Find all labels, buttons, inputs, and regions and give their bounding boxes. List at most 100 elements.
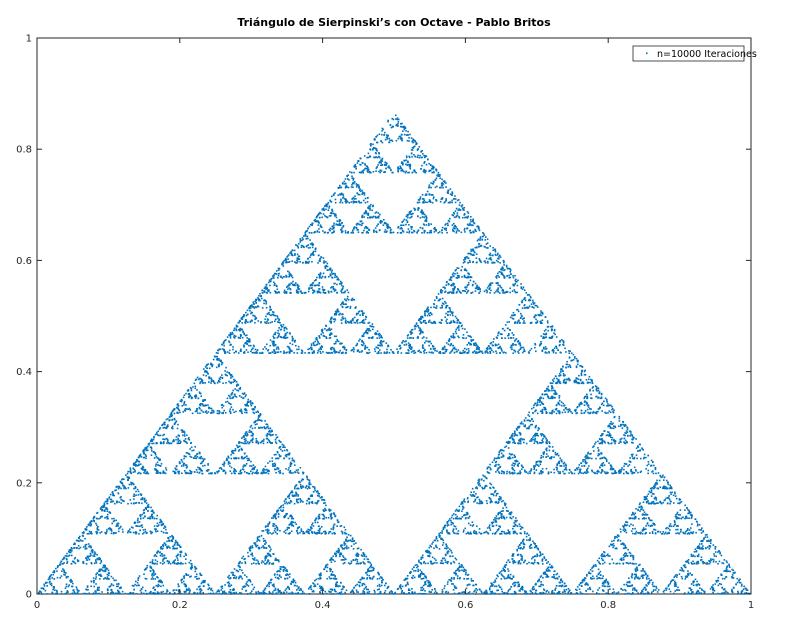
scatter-point xyxy=(284,567,287,570)
scatter-point xyxy=(334,352,336,354)
scatter-point xyxy=(334,272,336,275)
scatter-point xyxy=(345,201,347,204)
scatter-point xyxy=(405,170,408,173)
scatter-point xyxy=(339,312,341,315)
scatter-point xyxy=(86,556,89,558)
scatter-point xyxy=(483,245,486,248)
scatter-point xyxy=(464,260,466,263)
scatter-point xyxy=(362,341,365,343)
scatter-point xyxy=(371,148,374,151)
scatter-point xyxy=(100,531,103,533)
scatter-point xyxy=(395,118,397,120)
scatter-point xyxy=(587,406,590,408)
scatter-point xyxy=(298,255,301,258)
scatter-point xyxy=(552,350,555,352)
scatter-point xyxy=(424,319,426,322)
scatter-point xyxy=(272,335,275,338)
scatter-point xyxy=(471,284,474,287)
scatter-point xyxy=(287,532,290,535)
scatter-point xyxy=(327,532,330,535)
scatter-point xyxy=(435,305,438,307)
scatter-point xyxy=(466,227,468,230)
scatter-point xyxy=(402,340,405,342)
scatter-point xyxy=(345,182,347,185)
scatter-point xyxy=(239,560,241,563)
scatter-point xyxy=(144,453,147,456)
scatter-point xyxy=(626,524,629,526)
scatter-point xyxy=(334,578,337,580)
scatter-point xyxy=(233,467,235,470)
scatter-point xyxy=(489,468,492,471)
scatter-point xyxy=(356,560,359,563)
scatter-point xyxy=(182,434,184,437)
scatter-point xyxy=(589,388,591,391)
scatter-point xyxy=(465,269,468,272)
scatter-point xyxy=(322,332,324,334)
scatter-point xyxy=(430,562,433,565)
scatter-point xyxy=(507,576,509,578)
scatter-point xyxy=(476,284,478,287)
scatter-point xyxy=(645,576,648,579)
scatter-point xyxy=(487,262,489,264)
scatter-point xyxy=(151,440,153,442)
scatter-point xyxy=(169,419,171,421)
scatter-point xyxy=(235,410,237,413)
scatter-point xyxy=(369,565,372,568)
scatter-point xyxy=(624,588,626,591)
scatter-point xyxy=(521,588,524,591)
scatter-point xyxy=(422,577,425,580)
scatter-point xyxy=(299,238,302,240)
scatter-point xyxy=(579,470,582,472)
scatter-point xyxy=(410,348,412,351)
scatter-point xyxy=(465,532,468,535)
scatter-point xyxy=(703,590,705,592)
scatter-point xyxy=(497,575,499,578)
scatter-point xyxy=(205,410,208,412)
scatter-point xyxy=(210,378,213,381)
scatter-point xyxy=(554,408,557,411)
scatter-point xyxy=(630,469,632,472)
scatter-point xyxy=(82,546,85,548)
scatter-point xyxy=(441,297,444,300)
scatter-point xyxy=(246,411,248,414)
scatter-point xyxy=(494,248,496,251)
scatter-point xyxy=(93,555,96,557)
scatter-point xyxy=(511,464,513,466)
scatter-point xyxy=(441,198,444,200)
scatter-point xyxy=(278,267,281,270)
scatter-point xyxy=(509,346,512,349)
scatter-point xyxy=(439,321,442,324)
scatter-point xyxy=(578,374,580,377)
scatter-point xyxy=(656,479,658,482)
scatter-point xyxy=(250,434,253,437)
scatter-point xyxy=(115,519,117,522)
scatter-point xyxy=(262,442,265,445)
scatter-point xyxy=(353,182,355,185)
scatter-point xyxy=(346,186,348,188)
scatter-point xyxy=(364,163,366,165)
scatter-point xyxy=(495,521,498,523)
scatter-point xyxy=(515,278,517,281)
scatter-point xyxy=(314,218,317,221)
scatter-point xyxy=(423,168,425,171)
scatter-point xyxy=(580,585,583,587)
scatter-point xyxy=(190,442,192,445)
scatter-point xyxy=(351,184,353,186)
scatter-point xyxy=(692,563,694,565)
scatter-point xyxy=(335,550,338,553)
scatter-point xyxy=(304,235,307,237)
scatter-point xyxy=(523,320,525,322)
scatter-point xyxy=(325,261,327,263)
scatter-point xyxy=(489,292,491,294)
scatter-point xyxy=(375,152,377,155)
scatter-point xyxy=(154,453,157,456)
scatter-point xyxy=(327,275,330,278)
scatter-point xyxy=(344,346,346,349)
scatter-point xyxy=(476,352,478,354)
scatter-point xyxy=(499,286,502,288)
scatter-point xyxy=(202,411,204,413)
scatter-point xyxy=(244,558,246,560)
scatter-point xyxy=(563,585,566,588)
scatter-point xyxy=(449,352,451,354)
scatter-point xyxy=(542,337,544,339)
